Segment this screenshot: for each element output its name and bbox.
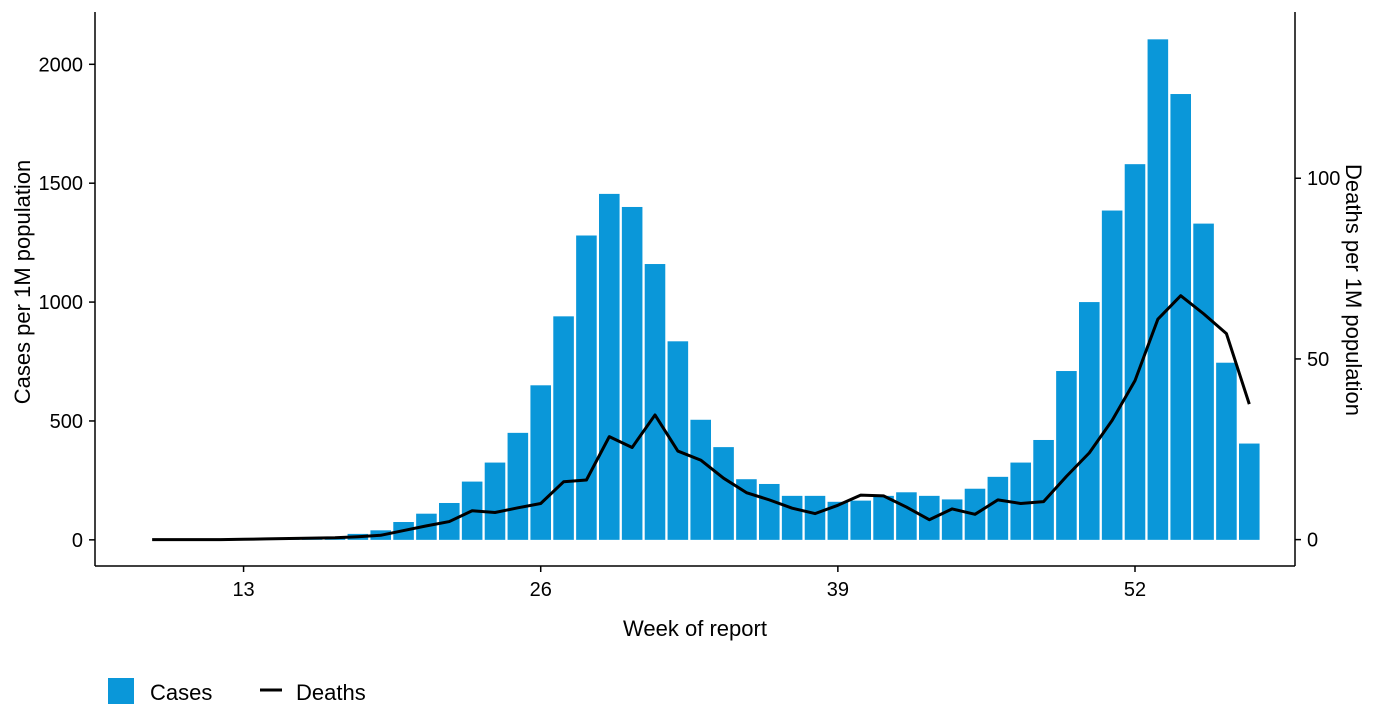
cases-bar xyxy=(919,495,940,540)
cases-bar xyxy=(1216,362,1237,540)
y-tick-label: 500 xyxy=(50,411,83,433)
legend-cases-label: Cases xyxy=(150,680,212,704)
cases-bar xyxy=(827,501,849,540)
y-tick-label: 1500 xyxy=(39,173,84,195)
cases-bar xyxy=(507,432,529,540)
cases-bar xyxy=(1079,302,1100,540)
legend-cases-swatch xyxy=(108,678,134,704)
y2-tick-label: 50 xyxy=(1307,349,1329,371)
cases-bar xyxy=(713,447,734,540)
cases-bar xyxy=(1033,439,1054,540)
y-tick-label: 0 xyxy=(72,530,83,552)
y-axis-title: Cases per 1M population xyxy=(10,160,35,405)
cases-bar xyxy=(599,193,620,540)
y2-tick-label: 0 xyxy=(1307,530,1318,552)
cases-bar xyxy=(987,476,1009,540)
x-tick-label: 26 xyxy=(530,579,552,601)
x-tick-label: 39 xyxy=(827,579,849,601)
cases-bar xyxy=(621,206,643,540)
cases-bar xyxy=(667,341,689,540)
cases-bar xyxy=(873,495,894,540)
cases-bar xyxy=(850,500,871,540)
cases-bar xyxy=(1101,210,1123,540)
y2-tick-label: 100 xyxy=(1307,168,1340,190)
cases-bars xyxy=(164,39,1260,540)
cases-bar xyxy=(781,495,803,540)
cases-bar xyxy=(484,462,506,540)
cases-bar xyxy=(896,492,917,540)
cases-bar xyxy=(690,419,711,540)
deaths-line xyxy=(152,294,1251,542)
x-tick-label: 52 xyxy=(1124,579,1146,601)
legend-deaths-label: Deaths xyxy=(296,680,366,704)
cases-bar xyxy=(941,499,963,540)
x-axis-title: Week of report xyxy=(623,616,767,641)
y-tick-label: 1000 xyxy=(39,292,84,314)
cases-bar xyxy=(804,495,826,540)
cases-bar xyxy=(1193,223,1214,540)
cases-bar xyxy=(644,264,666,540)
deaths-line-series xyxy=(152,294,1251,542)
cases-bar xyxy=(1170,94,1191,540)
cases-bar xyxy=(1010,462,1031,540)
cases-bar xyxy=(759,483,780,540)
cases-bar xyxy=(1239,443,1260,540)
axes: 13 26 39 52 0 500 1000 1500 2000 0 50 100 xyxy=(39,12,1340,601)
legend: Cases Deaths xyxy=(108,678,366,704)
y2-axis-title: Deaths per 1M population xyxy=(1341,164,1366,416)
cases-bar xyxy=(576,235,597,540)
cases-bar xyxy=(1124,164,1146,540)
cases-bar xyxy=(530,385,551,540)
cases-bar xyxy=(1056,371,1077,540)
y-tick-label: 2000 xyxy=(39,54,84,76)
cases-bar xyxy=(553,316,574,540)
cases-bar xyxy=(1147,39,1169,540)
x-tick-label: 13 xyxy=(232,579,254,601)
